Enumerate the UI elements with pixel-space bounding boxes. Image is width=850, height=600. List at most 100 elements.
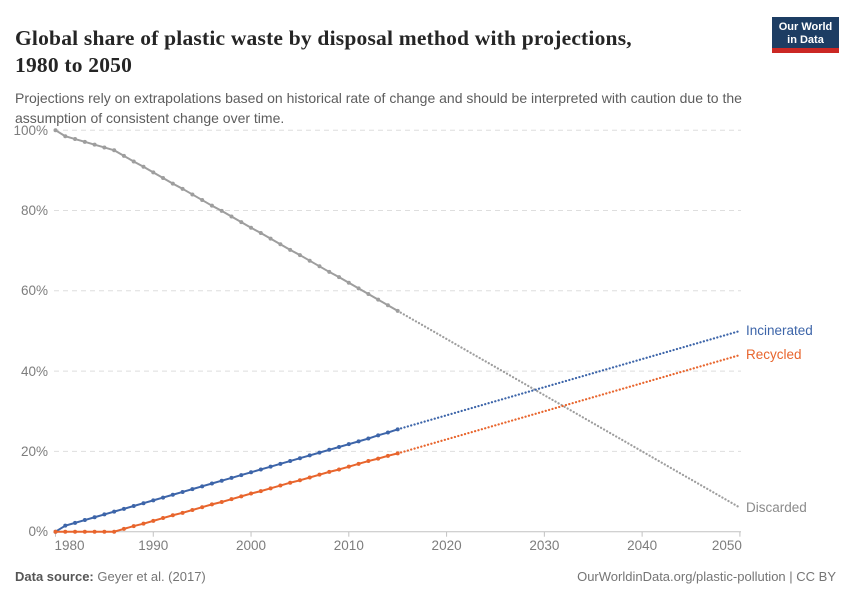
data-point (337, 275, 342, 280)
data-point (297, 456, 302, 461)
data-point (170, 492, 175, 497)
data-point (53, 529, 58, 534)
data-point (239, 494, 244, 499)
chart-subtitle: Projections rely on extrapolations based… (15, 90, 742, 126)
data-point (82, 529, 87, 534)
data-point (346, 442, 351, 447)
data-point (366, 436, 371, 441)
data-point (141, 521, 146, 526)
data-point (229, 497, 234, 502)
data-point (161, 175, 166, 180)
data-point (102, 145, 107, 150)
data-point (297, 478, 302, 483)
data-point (307, 475, 312, 480)
x-axis-label: 2040 (627, 538, 658, 553)
data-point (239, 220, 244, 225)
data-point (376, 297, 381, 302)
data-point (200, 198, 205, 203)
x-axis-label: 2010 (333, 538, 364, 553)
x-axis-label: 2030 (529, 538, 560, 553)
attribution: OurWorldinData.org/plastic-pollution | C… (577, 569, 836, 584)
series-label-incinerated: Incinerated (746, 322, 813, 338)
discarded-line-projection (396, 309, 742, 509)
x-axis-label: 2050 (711, 538, 742, 553)
data-point (249, 470, 254, 475)
recycled-line-markers (53, 451, 400, 534)
data-point (92, 529, 97, 534)
data-point (170, 513, 175, 518)
data-point (63, 134, 68, 139)
x-axis-label: 2000 (236, 538, 267, 553)
data-point (258, 230, 263, 235)
data-point (63, 529, 68, 534)
x-axis-label: 1990 (138, 538, 169, 553)
data-point (53, 128, 58, 133)
data-point (278, 242, 283, 247)
data-point (249, 225, 254, 230)
incinerated-line-projection (396, 329, 742, 431)
data-point (151, 170, 156, 175)
data-point (327, 447, 332, 452)
data-point (92, 142, 97, 147)
data-point (121, 526, 126, 531)
data-point (131, 524, 136, 529)
series-label-recycled: Recycled (746, 347, 802, 363)
discarded-line-markers (53, 128, 400, 313)
incinerated-line-markers (53, 427, 400, 534)
data-point (229, 475, 234, 480)
data-source: Data source: Geyer et al. (2017) (15, 569, 206, 584)
data-point (317, 264, 322, 269)
data-point (268, 486, 273, 491)
data-point (141, 164, 146, 169)
data-point (161, 495, 166, 500)
data-point (73, 137, 78, 142)
data-point (141, 501, 146, 506)
data-point (327, 269, 332, 274)
data-point (131, 159, 136, 164)
recycled-line-projection (396, 353, 742, 455)
data-point (356, 439, 361, 444)
data-point (239, 473, 244, 478)
data-point (131, 504, 136, 509)
data-point (385, 430, 390, 435)
data-point (151, 518, 156, 523)
data-point (209, 203, 214, 208)
data-point (121, 506, 126, 511)
data-point (288, 247, 293, 252)
owid-logo-line-1: Our World (778, 21, 833, 33)
data-point (63, 523, 68, 528)
data-source-value: Geyer et al. (2017) (97, 569, 206, 584)
y-axis-label: 80% (20, 203, 48, 218)
data-point (268, 464, 273, 469)
data-point (102, 512, 107, 517)
data-point (366, 292, 371, 297)
data-point (337, 444, 342, 449)
incinerated-line-historical (54, 428, 399, 533)
data-point (82, 139, 87, 144)
data-point (121, 153, 126, 158)
data-point (297, 253, 302, 258)
data-point (307, 453, 312, 458)
data-point (209, 502, 214, 507)
data-point (307, 258, 312, 263)
y-axis-label: 100% (13, 122, 48, 138)
data-point (249, 491, 254, 496)
y-axis-label: 60% (20, 283, 48, 299)
data-point (161, 516, 166, 521)
data-point (229, 214, 234, 219)
data-point (190, 192, 195, 197)
discarded-line-historical (54, 129, 399, 312)
data-point (170, 181, 175, 186)
owid-logo-line-2: in Data (787, 34, 824, 46)
data-point (200, 505, 205, 510)
data-point (366, 459, 371, 464)
data-point (346, 464, 351, 469)
data-point (337, 467, 342, 472)
y-axis-label: 40% (20, 363, 48, 379)
data-point (180, 489, 185, 494)
data-point (385, 453, 390, 458)
data-point (102, 529, 107, 534)
